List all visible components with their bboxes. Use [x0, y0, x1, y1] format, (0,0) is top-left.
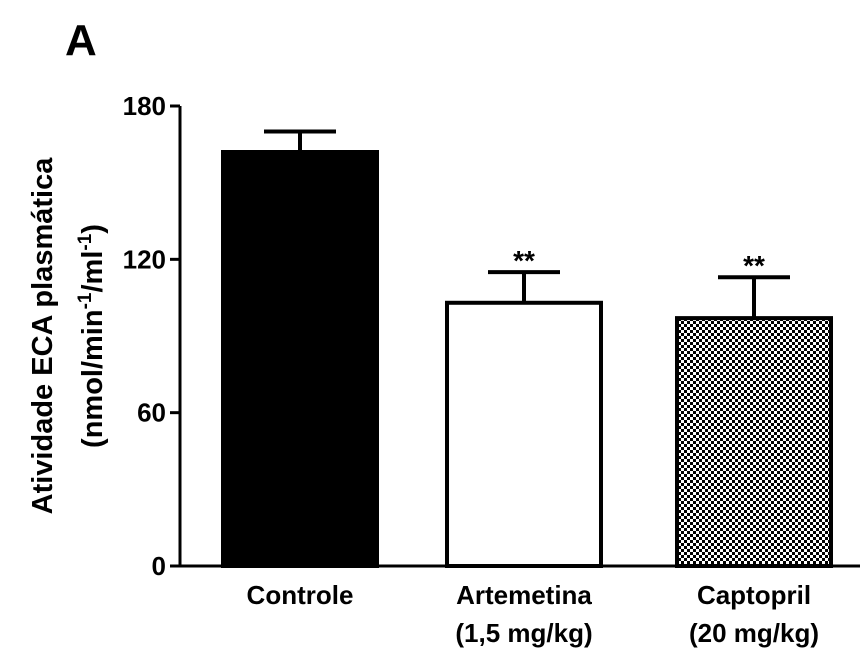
y-tick-label: 120: [123, 244, 166, 274]
y-tick-label: 0: [152, 551, 166, 581]
y-axis-units: (nmol/min-1/ml-1): [75, 224, 109, 448]
x-tick-label: Artemetina: [456, 580, 592, 610]
x-tick-label: (1,5 mg/kg): [455, 618, 592, 648]
y-axis-label: Atividade ECA plasmática: [27, 157, 59, 515]
units-text: ): [77, 224, 109, 234]
significance-label: **: [513, 245, 535, 276]
x-tick-label: (20 mg/kg): [689, 618, 819, 648]
superscript: -1: [75, 233, 96, 250]
bar: [221, 150, 379, 568]
bar: [675, 316, 833, 568]
y-tick-label: 60: [137, 398, 166, 428]
bar: [445, 300, 603, 568]
x-tick-label: Controle: [247, 580, 354, 610]
units-text: /ml: [77, 251, 109, 293]
x-tick-label: Captopril: [697, 580, 811, 610]
significance-label: **: [743, 250, 765, 281]
units-text: (nmol/min: [77, 309, 109, 448]
panel-label: A: [65, 16, 97, 65]
y-tick-label: 180: [123, 91, 166, 121]
superscript: -1: [75, 292, 96, 309]
